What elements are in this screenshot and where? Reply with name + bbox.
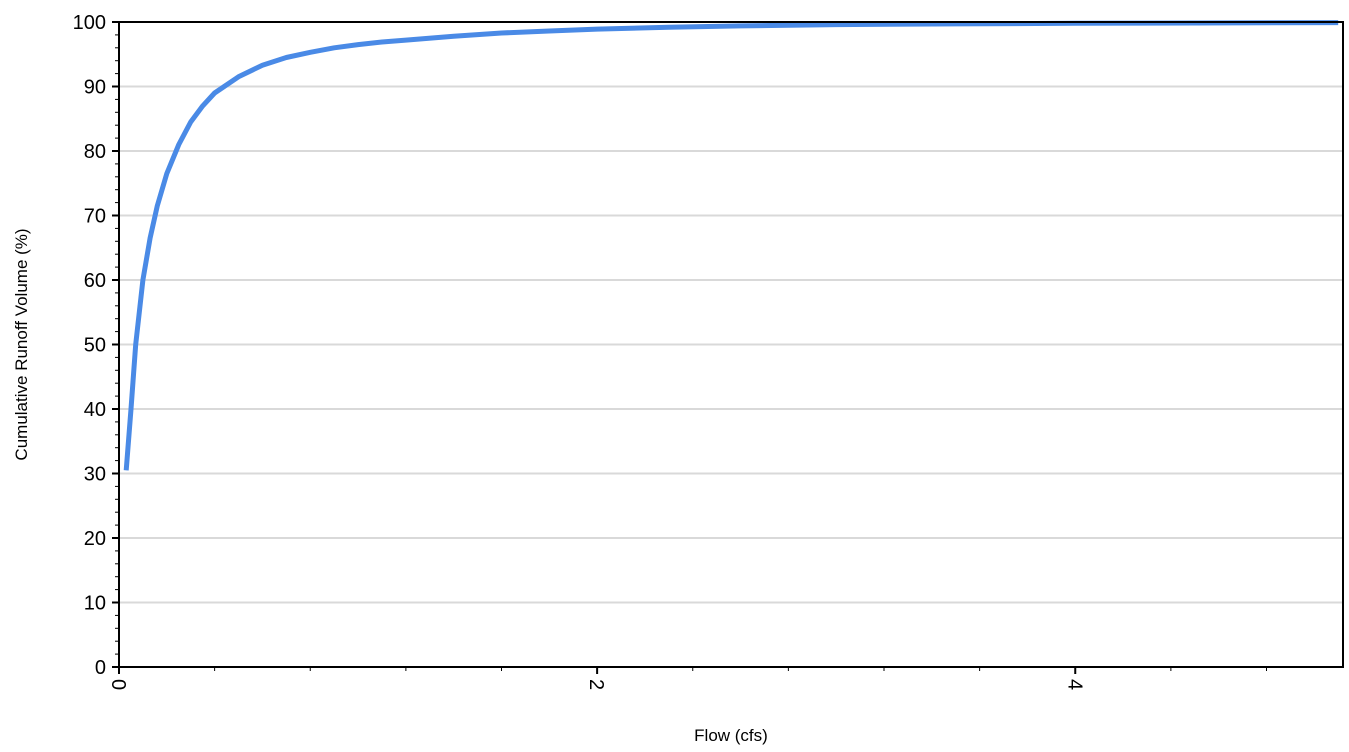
label-layer: 0 10 20 30 40 50 60 70 80 90 100 0 2 4 Flow (cfs) Cumul… (12, 12, 1085, 745)
x-axis-title: Flow (cfs) (694, 726, 768, 745)
y-tick-label-50: 50 (84, 335, 106, 357)
x-tick-label-4: 4 (1063, 679, 1085, 690)
y-tick-label-0: 0 (95, 657, 106, 679)
grid-layer (119, 21, 1343, 604)
y-tick-label-80: 80 (84, 141, 106, 163)
axis-layer (112, 21, 1344, 674)
y-tick-label-40: 40 (84, 399, 106, 421)
y-tick-label-100: 100 (73, 12, 106, 34)
series-line-0 (123, 20, 1339, 471)
y-tick-label-20: 20 (84, 528, 106, 550)
x-tick-label-2: 2 (585, 679, 607, 690)
y-tick-label-10: 10 (84, 593, 106, 615)
y-tick-label-30: 30 (84, 464, 106, 486)
y-tick-label-70: 70 (84, 206, 106, 228)
y-tick-label-60: 60 (84, 270, 106, 292)
x-tick-label-0: 0 (107, 679, 129, 690)
y-axis-title: Cumulative Runoff Volume (%) (12, 228, 31, 460)
series-layer (123, 20, 1339, 471)
y-tick-label-90: 90 (84, 77, 106, 99)
